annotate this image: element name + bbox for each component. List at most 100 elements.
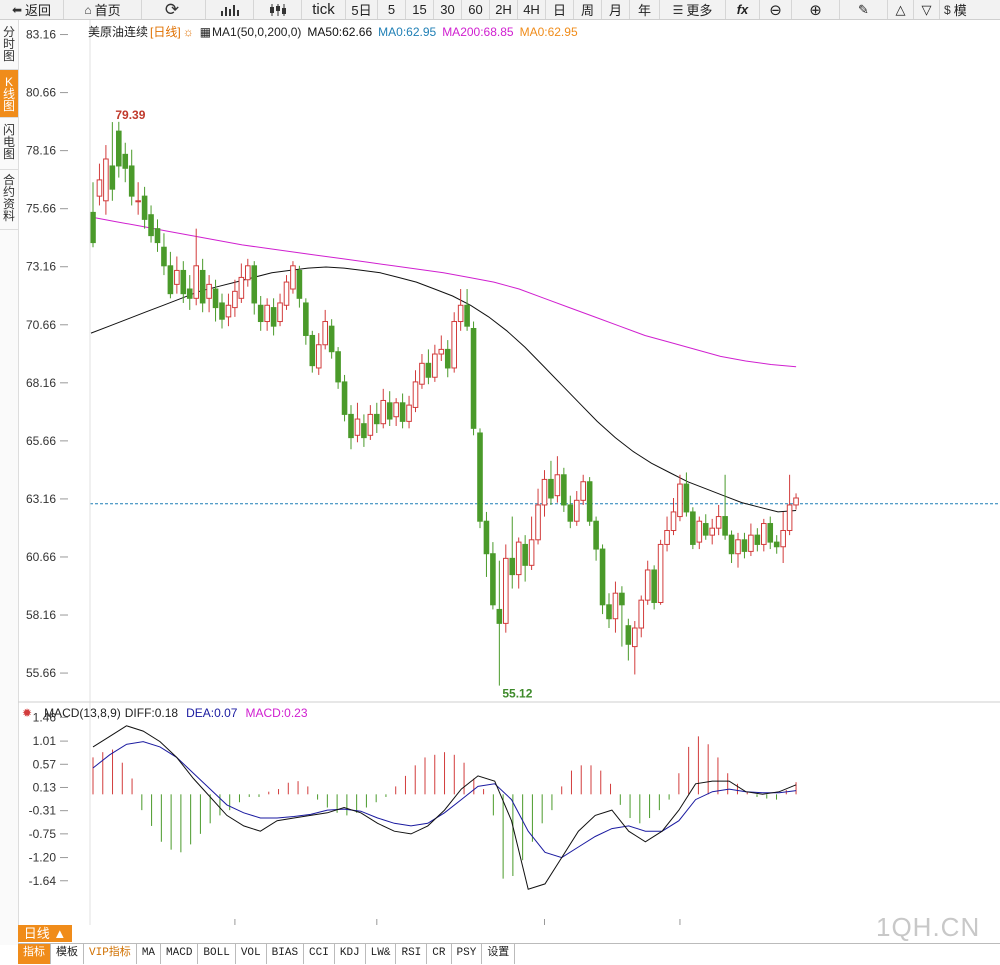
candle-down [141, 195, 148, 220]
zoom-in-button[interactable]: ⊕ [792, 0, 840, 19]
tab-psy[interactable]: PSY [452, 944, 483, 964]
candle-down [180, 269, 187, 295]
period-label: 周 [580, 3, 594, 18]
more-button[interactable]: ☰ 更多 [660, 0, 726, 19]
period-week[interactable]: 周 [574, 0, 602, 19]
macd-tick-label: 0.13 [33, 780, 57, 794]
candle-chart-button[interactable] [254, 0, 302, 19]
ma0-value: MA0:62.95 [378, 25, 437, 39]
chart-area[interactable]: 79.39 55.12 83.16 80.66 78.16 75.66 73.16 70.6… [18, 20, 1000, 925]
price-tick-label: 65.66 [26, 434, 56, 448]
period-label: 日 [552, 3, 566, 18]
candle-up [315, 344, 322, 369]
refresh-icon: ⟳ [164, 0, 180, 19]
candle-up [406, 404, 412, 422]
candle-up [238, 276, 245, 299]
home-label: 首页 [94, 3, 121, 18]
candle-down [625, 625, 632, 645]
period-badge: [日线] [150, 25, 181, 39]
candle-down [251, 265, 258, 304]
candle-down [690, 511, 696, 545]
candle-up [232, 290, 238, 309]
tab-bias[interactable]: BIAS [267, 944, 305, 964]
tab-boll[interactable]: BOLL [198, 944, 236, 964]
macd-diff: DIFF:0.18 [124, 706, 179, 720]
tab-macd[interactable]: MACD [161, 944, 199, 964]
refresh-button[interactable]: ⟳ [142, 0, 206, 19]
candle-down [109, 165, 116, 190]
triangle-up-icon: △ [895, 1, 906, 17]
ma-config-icon[interactable]: ▦ [199, 25, 212, 39]
candle-up [96, 179, 103, 197]
timeshare-chart-button[interactable] [206, 0, 254, 19]
candle-up [573, 499, 580, 522]
contract-button[interactable]: $ 模 [940, 0, 970, 19]
period-label: 30 [440, 2, 455, 17]
tab-template[interactable]: 模板 [51, 944, 84, 964]
candle-down [606, 604, 612, 620]
tab-cr[interactable]: CR [427, 944, 452, 964]
tab-lwr[interactable]: LW& [366, 944, 397, 964]
instrument-name: 美原油连续 [88, 25, 149, 39]
period-2h[interactable]: 2H [490, 0, 518, 19]
zoom-out-button[interactable]: ⊖ [760, 0, 792, 19]
settings-gear-icon[interactable]: ☼ [182, 25, 194, 39]
period-60min[interactable]: 60 [462, 0, 490, 19]
back-button[interactable]: ⬅ 返回 [0, 0, 64, 19]
candle-up [393, 402, 399, 418]
tab-vol[interactable]: VOL [236, 944, 267, 964]
tab-ma[interactable]: MA [137, 944, 162, 964]
candle-down [361, 423, 367, 439]
tab-kdj[interactable]: KDJ [335, 944, 366, 964]
indicator-tabs: 指标 模板 VIP指标 MA MACD BOLL VOL BIAS CCI KD… [18, 943, 1000, 964]
price-tick-label: 75.66 [26, 202, 56, 216]
ma0-value-2: MA0:62.95 [519, 25, 578, 39]
more-label: 更多 [686, 3, 713, 18]
candle-down [728, 534, 735, 555]
scroll-down-button[interactable]: ▽ [914, 0, 940, 19]
candle-up [632, 627, 638, 648]
tab-settings[interactable]: 设置 [482, 944, 516, 964]
period-5min[interactable]: 5 [378, 0, 406, 19]
period-day[interactable]: 日 [546, 0, 574, 19]
tick-button[interactable]: tick [302, 0, 346, 19]
candle-up [367, 413, 374, 436]
candle-up [793, 497, 799, 506]
tab-indicator[interactable]: 指标 [18, 944, 51, 964]
bar-chart-icon [220, 4, 239, 16]
period-15min[interactable]: 15 [406, 0, 434, 19]
period-year[interactable]: 年 [630, 0, 660, 19]
tab-timeshare[interactable]: 分时图 [0, 20, 18, 70]
ma50-line [90, 266, 797, 513]
price-tick-label: 63.16 [26, 492, 56, 506]
tab-flash[interactable]: 闪电图 [0, 118, 18, 170]
candle-down [148, 214, 154, 237]
macd-settings-icon[interactable]: ✹ [22, 706, 33, 720]
formula-button[interactable]: fx [726, 0, 760, 19]
tab-vip-indicator[interactable]: VIP指标 [84, 944, 137, 964]
candle-down [348, 413, 354, 439]
candle-down [651, 569, 657, 603]
candle-down [270, 307, 277, 327]
home-button[interactable]: ⌂ 首页 [64, 0, 142, 19]
draw-button[interactable]: ✎ [840, 0, 888, 19]
candle-down [496, 608, 503, 624]
candle-up [715, 516, 722, 529]
tab-rsi[interactable]: RSI [396, 944, 428, 964]
period-label: 2H [495, 2, 512, 17]
candle-up [322, 321, 328, 346]
price-tick-label: 83.16 [26, 28, 56, 42]
candle-down [599, 548, 606, 606]
period-month[interactable]: 月 [602, 0, 630, 19]
period-selector-tab[interactable]: 日线 ▲ [18, 925, 72, 942]
scroll-up-button[interactable]: △ [888, 0, 914, 19]
period-30min[interactable]: 30 [434, 0, 462, 19]
tab-kline[interactable]: K线图 [0, 70, 18, 118]
macd-tick-label: 1.01 [33, 734, 57, 748]
tab-contract-info[interactable]: 合约资料 [0, 170, 18, 230]
period-5day[interactable]: 5日 [346, 0, 378, 19]
tab-cci[interactable]: CCI [304, 944, 335, 964]
watermark-logo: 1QH.CN [876, 912, 981, 942]
period-4h[interactable]: 4H [518, 0, 546, 19]
candle-down [386, 402, 393, 420]
